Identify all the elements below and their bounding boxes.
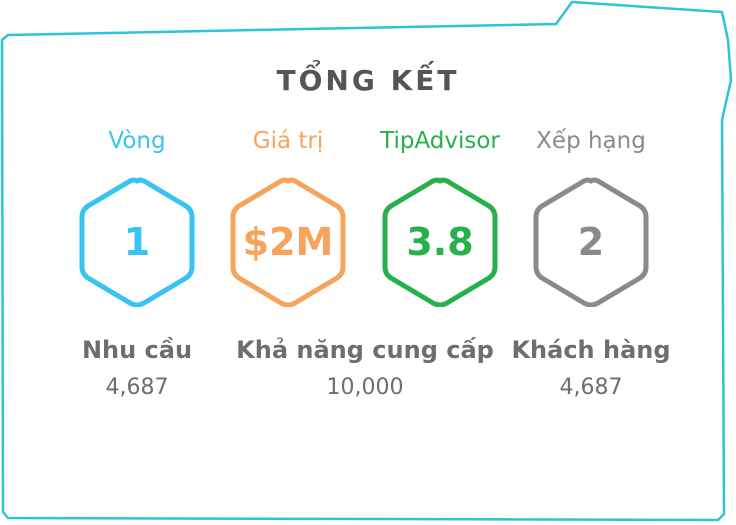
stat-label-tipadvisor: TipAdvisor: [380, 128, 500, 154]
group-value-demand: 4,687: [105, 375, 169, 400]
stat-label-value: Giá trị: [252, 128, 324, 154]
group-value-customers: 4,687: [559, 375, 623, 400]
hex-badge-round: 1: [78, 177, 196, 307]
hex-badge-ranking: 2: [532, 177, 650, 307]
hex-value-round: 1: [123, 220, 151, 264]
group-label-customers: Khách hàng: [511, 336, 671, 364]
hex-value-value: $2M: [242, 220, 334, 264]
stat-label-ranking: Xếp hạng: [536, 128, 646, 154]
group-value-capacity: 10,000: [326, 375, 404, 400]
hex-value-ranking: 2: [577, 220, 605, 264]
hexagon-icon: [79, 177, 195, 307]
group-label-capacity: Khả năng cung cấp: [236, 336, 494, 364]
summary-title: TỔNG KẾT: [276, 64, 460, 97]
hex-value-tipadvisor: 3.8: [406, 220, 474, 264]
stat-label-round: Vòng: [108, 128, 166, 154]
hexagon-icon: [230, 177, 346, 307]
hexagon-icon: [533, 177, 649, 307]
hexagon-icon: [382, 177, 498, 307]
hex-badge-value: $2M: [229, 177, 347, 307]
hex-badge-tipadvisor: 3.8: [381, 177, 499, 307]
group-label-demand: Nhu cầu: [81, 336, 193, 364]
